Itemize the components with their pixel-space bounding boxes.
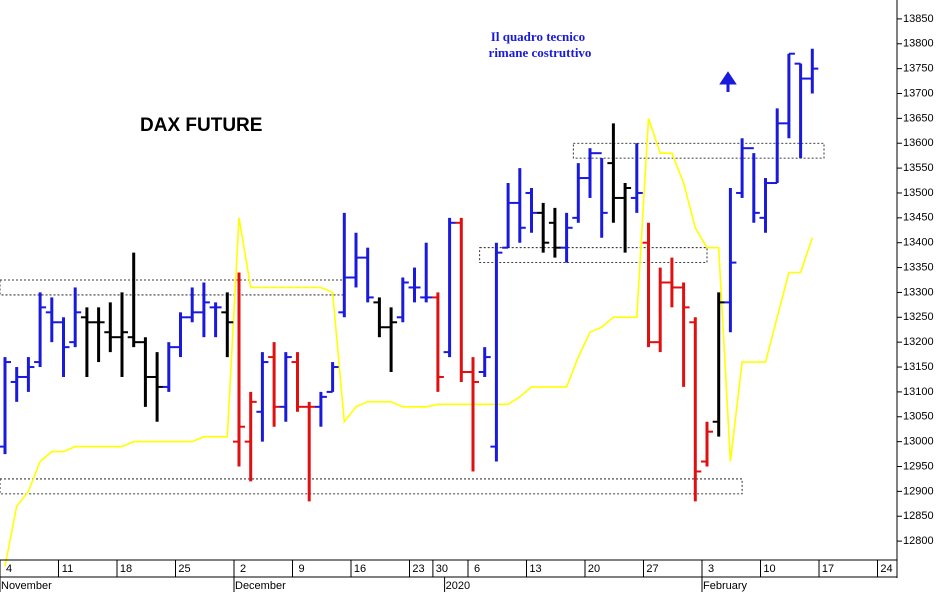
y-tick-label: 13000 xyxy=(903,436,934,448)
zone xyxy=(479,247,708,263)
month-label: 2020 xyxy=(446,580,470,592)
x-tick-label: 4 xyxy=(6,563,12,575)
zone xyxy=(0,279,345,296)
x-tick-label: 10 xyxy=(763,563,775,575)
x-tick-label: 27 xyxy=(646,563,658,575)
x-tick-label: 6 xyxy=(474,563,480,575)
annotation: rimane costruttivo xyxy=(489,45,592,60)
y-tick-label: 13200 xyxy=(903,336,934,348)
y-tick-label: 13850 xyxy=(903,13,934,25)
y-tick-label: 13750 xyxy=(903,63,934,75)
y-tick-label: 13600 xyxy=(903,137,934,149)
y-tick-label: 12900 xyxy=(903,485,934,497)
plot-area xyxy=(0,48,825,567)
month-label: February xyxy=(703,580,748,592)
y-tick-label: 13550 xyxy=(903,162,934,174)
up-arrow xyxy=(719,71,737,92)
y-tick-label: 13350 xyxy=(903,261,934,273)
y-tick-label: 13050 xyxy=(903,411,934,423)
y-tick-label: 12800 xyxy=(903,535,934,547)
y-tick-label: 13300 xyxy=(903,286,934,298)
zone xyxy=(572,142,825,159)
x-tick-label: 23 xyxy=(412,563,424,575)
y-tick-label: 13150 xyxy=(903,361,934,373)
x-tick-label: 9 xyxy=(298,563,304,575)
x-tick-label: 3 xyxy=(708,563,714,575)
y-tick-label: 13800 xyxy=(903,38,934,50)
x-tick-label: 17 xyxy=(822,563,834,575)
zone xyxy=(0,478,743,495)
y-tick-label: 13250 xyxy=(903,311,934,323)
chart-title: DAX FUTURE xyxy=(140,115,262,136)
indicator-line xyxy=(4,118,814,567)
x-tick-label: 24 xyxy=(880,563,892,575)
x-tick-label: 18 xyxy=(120,563,132,575)
month-label: December xyxy=(235,580,286,592)
x-tick-label: 20 xyxy=(588,563,600,575)
y-tick-label: 13400 xyxy=(903,237,934,249)
y-tick-label: 13500 xyxy=(903,187,934,199)
annotation: Il quadro tecnico xyxy=(491,29,585,44)
y-tick-label: 12950 xyxy=(903,460,934,472)
y-tick-label: 13450 xyxy=(903,212,934,224)
x-tick-label: 13 xyxy=(529,563,541,575)
y-tick-label: 12850 xyxy=(903,510,934,522)
x-tick-label: 16 xyxy=(354,563,366,575)
month-label: November xyxy=(1,580,52,592)
x-tick-label: 11 xyxy=(62,563,73,575)
x-tick-label: 25 xyxy=(178,563,190,575)
x-tick-label: 2 xyxy=(240,563,246,575)
y-tick-label: 13100 xyxy=(903,386,934,398)
y-tick-label: 13700 xyxy=(903,87,934,99)
y-tick-label: 13650 xyxy=(903,112,934,124)
x-tick-label: 30 xyxy=(436,563,448,575)
